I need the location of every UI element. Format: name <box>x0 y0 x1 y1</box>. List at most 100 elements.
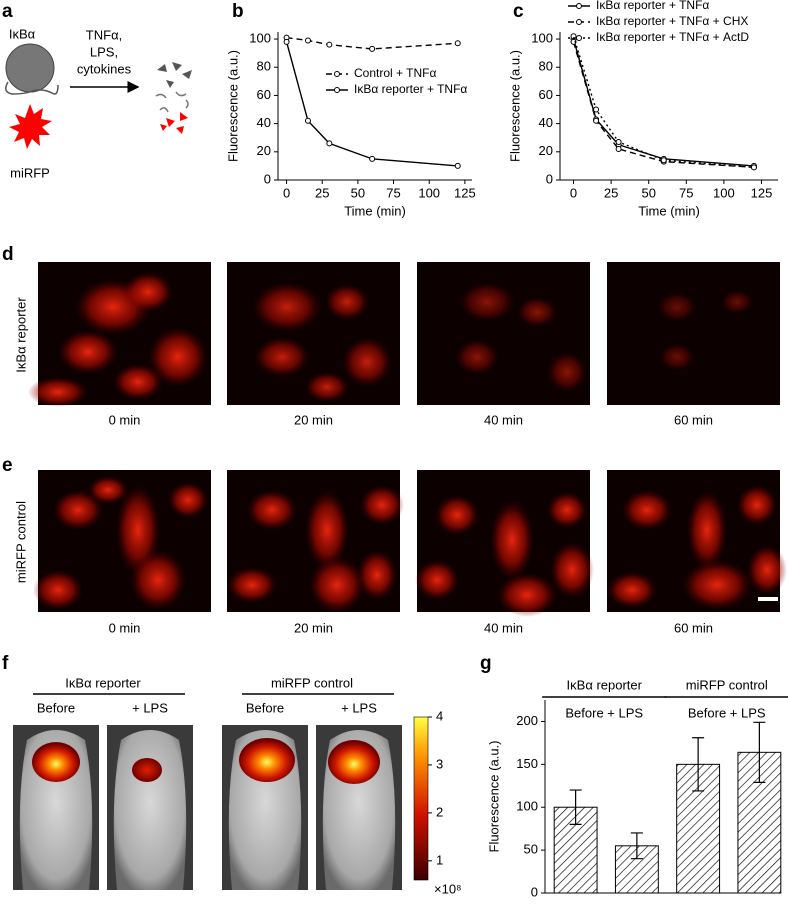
time-label: 40 min <box>484 620 523 635</box>
x-tick-label: 100 <box>713 185 735 200</box>
fluorophore-icon <box>9 104 52 149</box>
panel-label: g <box>480 653 492 674</box>
micrograph <box>415 470 594 617</box>
x-axis-title: Time (min) <box>638 203 700 218</box>
x-tick-label: 25 <box>315 185 329 200</box>
x-tick-label: 100 <box>418 185 440 200</box>
colorbar-unit: ×10⁸ <box>434 881 462 896</box>
group-label: IκBα reporter <box>567 677 643 692</box>
x-tick-label: 125 <box>751 185 773 200</box>
series-line <box>572 41 754 169</box>
colorbar-tick-label: 2 <box>436 804 443 819</box>
error-bar <box>569 789 582 825</box>
cell <box>325 284 369 320</box>
legend-label: IκBα reporter + TNFα + ActD <box>596 30 749 44</box>
cell <box>490 500 534 580</box>
error-bar <box>692 737 705 792</box>
time-label: 20 min <box>294 412 333 427</box>
data-point <box>570 38 577 45</box>
x-axis-title: Time (min) <box>344 203 406 218</box>
y-axis-title: Fluorescence (a.u.) <box>225 50 240 162</box>
y-tick-label: 40 <box>539 115 553 130</box>
data-point <box>454 162 461 169</box>
condition-label: Before <box>37 700 75 715</box>
y-tick-label: 80 <box>539 59 553 74</box>
cell <box>33 570 83 610</box>
y-tick-label: 60 <box>257 87 271 102</box>
condition-label: Before + LPS <box>565 705 643 720</box>
y-tick-label: 0 <box>546 171 553 186</box>
cell <box>305 490 349 570</box>
cell <box>342 337 392 387</box>
y-tick-label: 20 <box>539 143 553 158</box>
cell <box>497 573 557 617</box>
x-tick-label: 0 <box>283 185 290 200</box>
micrograph <box>33 470 211 612</box>
micrograph <box>417 262 590 405</box>
series-line <box>572 36 754 169</box>
x-tick-label: 125 <box>454 185 476 200</box>
data-point <box>304 117 311 124</box>
cell <box>607 572 657 608</box>
micrograph <box>227 262 400 405</box>
time-label: 0 min <box>109 412 141 427</box>
x-tick-label: 75 <box>386 185 400 200</box>
signal <box>328 740 380 784</box>
mouse-image <box>316 725 402 890</box>
cell <box>88 476 128 504</box>
cell <box>123 272 173 312</box>
cell <box>550 542 594 598</box>
colorbar-tick-label: 1 <box>436 852 443 867</box>
data-point <box>454 40 461 47</box>
cell <box>747 545 787 595</box>
label: cytokines <box>77 61 132 76</box>
cell <box>53 490 103 530</box>
label: IκBα <box>9 26 36 41</box>
series-line <box>572 38 754 167</box>
panel-label: a <box>2 1 13 22</box>
time-label: 60 min <box>674 412 713 427</box>
signal <box>239 738 295 782</box>
y-axis-title: Fluorescence (a.u.) <box>486 741 501 853</box>
y-tick-label: 200 <box>516 713 538 728</box>
cell <box>547 352 587 392</box>
cell <box>360 485 404 525</box>
linker <box>5 81 59 95</box>
legend-label: Control + TNFα <box>354 66 436 80</box>
time-label: 40 min <box>484 412 523 427</box>
micrograph <box>28 262 211 407</box>
schematic: IκBα TNFα, LPS, cytokines miRFP <box>5 26 192 180</box>
time-label: 0 min <box>109 620 141 635</box>
cell <box>305 372 349 402</box>
condition-label: + LPS <box>132 700 168 715</box>
condition-label: + LPS <box>341 700 377 715</box>
y-tick-label: 100 <box>531 30 553 45</box>
data-point <box>593 106 600 113</box>
cell <box>415 560 459 600</box>
error-bar <box>753 721 766 783</box>
y-tick-label: 60 <box>539 87 553 102</box>
y-tick-label: 40 <box>257 115 271 130</box>
group-label: miRFP control <box>686 677 768 692</box>
x-tick-label: 25 <box>604 185 618 200</box>
cell <box>58 330 118 374</box>
mouse-image <box>222 725 308 890</box>
panel-label: e <box>2 455 13 476</box>
cell <box>148 327 208 387</box>
cell <box>517 297 557 327</box>
cell <box>737 485 777 525</box>
data-point <box>304 37 311 44</box>
cell <box>687 490 727 570</box>
time-label: 20 min <box>294 620 333 635</box>
colorbar <box>413 716 429 881</box>
row-label: miRFP control <box>13 501 28 583</box>
x-tick-label: 75 <box>679 185 693 200</box>
image-bg <box>607 262 780 405</box>
data-point <box>369 45 376 52</box>
cell <box>547 492 587 528</box>
signal <box>32 742 80 782</box>
label: TNFα, <box>86 27 122 42</box>
y-tick-label: 150 <box>516 756 538 771</box>
panel-label: d <box>2 244 14 265</box>
